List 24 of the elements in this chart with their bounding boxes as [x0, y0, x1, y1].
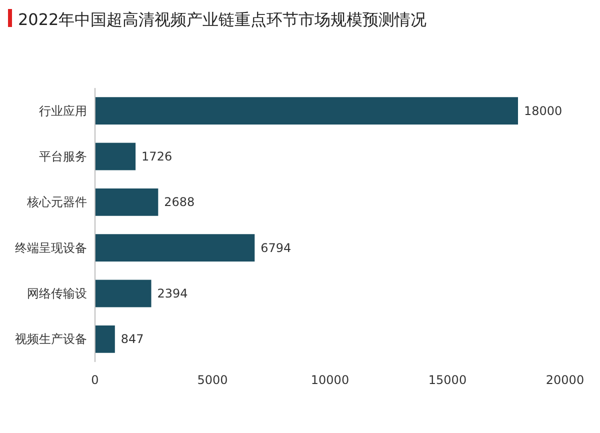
bar	[95, 142, 136, 170]
bar	[95, 97, 518, 125]
x-tick-label: 0	[91, 373, 99, 387]
bar	[95, 325, 115, 353]
y-tick-label: 视频生产设备	[15, 332, 87, 346]
bar	[95, 280, 152, 308]
data-label: 847	[120, 332, 144, 346]
x-tick-label: 20000	[546, 373, 584, 387]
data-label: 2688	[164, 195, 195, 210]
data-label: 6794	[260, 240, 292, 255]
y-tick-label: 网络传输设	[27, 286, 87, 300]
bar	[95, 188, 158, 216]
y-tick-label: 行业应用	[39, 104, 87, 118]
y-tick-label: 终端呈现设备	[15, 240, 87, 255]
y-tick-label: 平台服务	[39, 150, 87, 164]
x-tick-label: 5000	[197, 373, 228, 387]
x-tick-label: 10000	[310, 373, 350, 387]
bar	[95, 234, 255, 262]
y-tick-label: 核心元器件	[26, 195, 87, 210]
data-label: 18000	[524, 104, 562, 118]
chart-title: 2022年中国超高清视频产业链重点环节市场规模预测情况	[18, 10, 427, 29]
x-tick-label: 15000	[428, 373, 467, 387]
data-label: 1726	[142, 150, 172, 164]
data-label: 2394	[157, 286, 188, 300]
